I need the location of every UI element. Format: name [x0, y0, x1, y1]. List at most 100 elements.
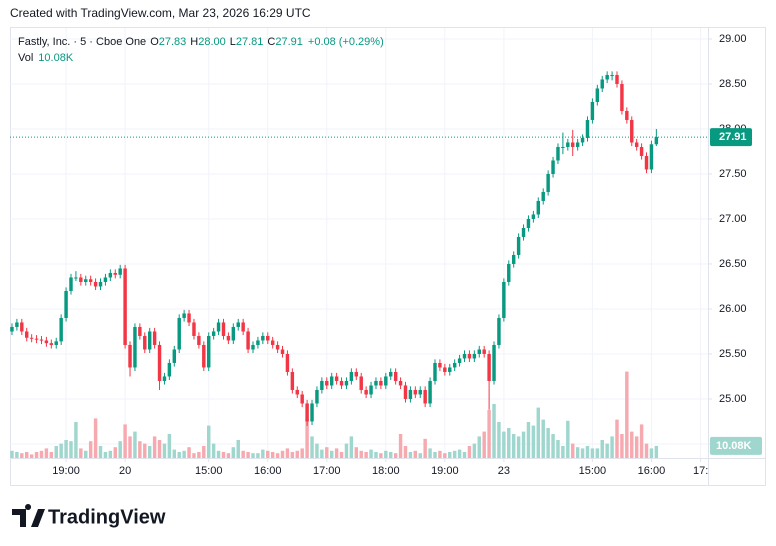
candle-body: [507, 263, 511, 282]
volume-bar: [364, 452, 368, 458]
volume-bar: [221, 452, 226, 458]
candle-body: [585, 119, 590, 138]
candle-body: [211, 331, 216, 336]
candle-body: [487, 353, 491, 381]
volume-bar: [172, 449, 177, 458]
candle-body: [630, 119, 634, 143]
volume-legend-label: Vol: [18, 52, 33, 64]
candle-body: [49, 343, 54, 345]
candle-body: [541, 191, 545, 201]
volume-bar: [467, 446, 472, 458]
volume-bar: [571, 443, 575, 458]
volume-bar: [202, 446, 206, 458]
volume-bar: [502, 431, 506, 458]
candle-body: [354, 371, 359, 377]
candle-body: [325, 380, 329, 386]
volume-bar: [147, 446, 152, 458]
volume-bar: [216, 450, 221, 458]
candle-body: [438, 362, 442, 368]
brand-logo: TradingView: [12, 504, 166, 528]
volume-bar: [580, 448, 585, 458]
volume-bar: [88, 441, 93, 458]
volume-bar: [34, 452, 39, 458]
candle-body: [15, 322, 19, 327]
volume-bar: [84, 450, 88, 458]
volume-bar: [393, 453, 398, 458]
volume-bar: [25, 452, 29, 458]
candle-body: [69, 277, 73, 291]
candle-body: [93, 281, 98, 287]
candle-body: [423, 389, 427, 404]
candle-body: [44, 340, 49, 344]
ohlc-key: O: [150, 36, 159, 48]
candle-body: [615, 74, 619, 84]
candle-body: [448, 367, 452, 372]
volume-bar: [295, 450, 299, 458]
candle-body: [197, 335, 201, 345]
candle-body: [256, 340, 260, 345]
chart-frame: [10, 27, 766, 486]
volume-bar: [649, 448, 654, 458]
candle-body: [644, 155, 649, 170]
brand-name: TradingView: [48, 506, 166, 528]
candle-body: [502, 281, 506, 318]
candle-body: [133, 326, 137, 368]
candle-body: [477, 349, 481, 354]
x-tick-label: 17:00: [313, 465, 341, 477]
x-tick-label: 16:00: [254, 465, 282, 477]
candle-body: [20, 322, 24, 332]
candle-body: [349, 371, 354, 381]
volume-bar: [285, 448, 290, 458]
volume-bar: [93, 418, 98, 458]
volume-bar: [79, 448, 83, 458]
volume-bar: [300, 448, 304, 458]
candle-body: [462, 353, 467, 359]
volume-bar: [507, 428, 511, 458]
candle-body: [59, 317, 63, 342]
volume-bar: [516, 436, 521, 458]
candle-body: [418, 389, 422, 395]
volume-bar: [334, 448, 339, 458]
volume-bar: [280, 450, 285, 458]
candle-body: [561, 146, 565, 148]
candle-body: [177, 317, 181, 350]
candle-body: [275, 344, 280, 350]
y-tick-label: 25.00: [719, 393, 747, 405]
candle-body: [482, 349, 486, 354]
change: +0.08 (+0.29%): [308, 36, 384, 48]
volume-legend: Vol 10.08K: [18, 52, 74, 64]
volume-bar: [128, 436, 132, 458]
volume-bar: [590, 448, 595, 458]
volume-bar: [315, 443, 319, 458]
candle-body: [123, 268, 127, 345]
candle-body: [39, 339, 44, 341]
candle-body: [113, 272, 117, 275]
volume-bar: [369, 449, 373, 458]
volume-bar: [448, 452, 452, 458]
volume-bar: [541, 419, 545, 458]
volume-bar: [639, 424, 644, 458]
candle-body: [403, 385, 408, 399]
volume-bar: [457, 449, 462, 458]
volume-legend-value: 10.08K: [38, 52, 74, 64]
logo-icon: [12, 504, 45, 527]
x-tick-label: 23: [498, 465, 510, 477]
candle-body: [516, 236, 521, 255]
candle-body: [575, 142, 580, 147]
volume-bar: [487, 410, 491, 458]
volume-bar: [630, 431, 634, 458]
volume-bar: [389, 452, 393, 458]
candle-body: [34, 338, 39, 340]
volume-bar: [197, 452, 201, 458]
candle-body: [152, 331, 157, 345]
volume-bar: [241, 450, 245, 458]
candle-body: [84, 279, 88, 282]
volume-bar: [359, 450, 363, 458]
volume-bar: [261, 449, 265, 458]
candle-body: [639, 146, 644, 156]
volume-bar: [561, 446, 565, 458]
candle-body: [571, 142, 575, 147]
volume-bar: [634, 436, 639, 458]
volume-bar: [511, 434, 516, 458]
volume-bar: [329, 450, 334, 458]
